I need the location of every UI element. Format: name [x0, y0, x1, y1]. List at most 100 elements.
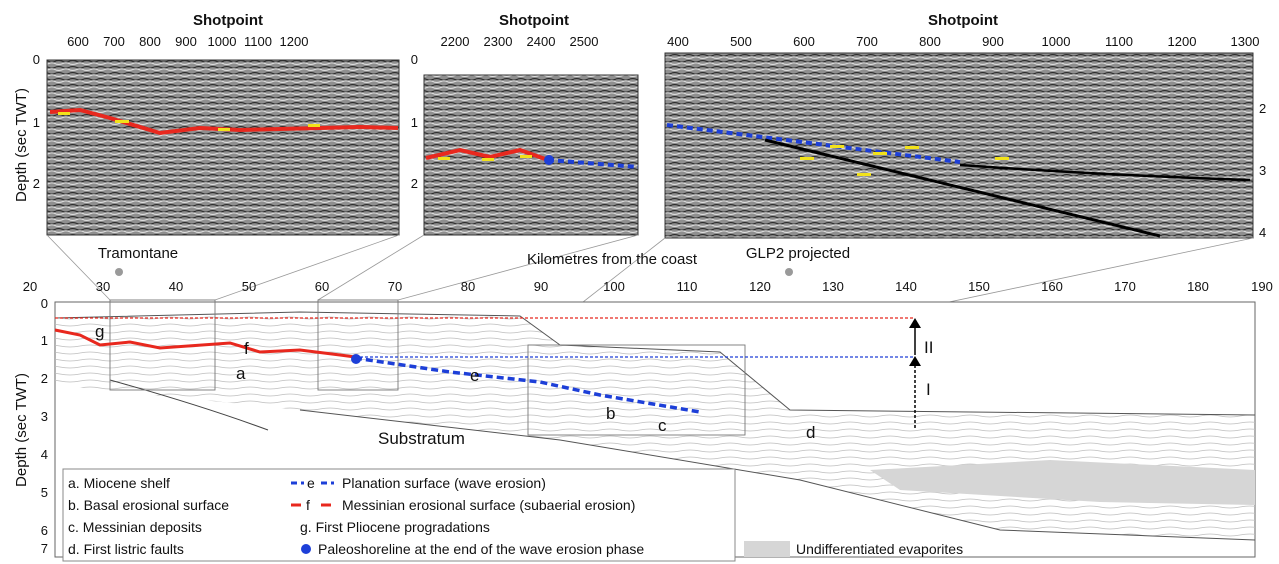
tick: 110: [677, 279, 698, 294]
panel2-y-ticks: 0 1 2: [411, 52, 418, 191]
legend-box: [62, 468, 736, 562]
well-glp2: GLP2 projected: [746, 245, 850, 262]
tick: 2300: [484, 34, 513, 49]
black-horizon-line: [959, 163, 1251, 182]
yellow-marks-2: [438, 155, 532, 161]
tick: 80: [461, 279, 475, 294]
legend-g: g. First Pliocene progradations: [300, 519, 490, 535]
legend-e: Planation surface (wave erosion): [342, 475, 546, 491]
tick: 100: [603, 279, 625, 294]
tick: 70: [388, 279, 402, 294]
tick: 150: [968, 279, 990, 294]
tick: 1100: [244, 34, 272, 49]
lower-y-ticks: 0 1 2 3 4 5 6 7: [41, 296, 48, 556]
seafloor-shelf: [54, 311, 561, 346]
tick: 160: [1041, 279, 1063, 294]
section-labels: g a f e b c d I II Substratum: [95, 322, 933, 448]
well-marker-icon: [115, 268, 123, 276]
paleoshoreline-dot-icon: [544, 155, 554, 165]
legend: a. Miocene shelf b. Basal erosional surf…: [68, 474, 963, 557]
tick: 700: [103, 34, 125, 49]
tick: 1200: [1168, 34, 1197, 49]
seismic-panel-1: [46, 59, 400, 236]
tick: 2: [1259, 101, 1266, 116]
panel1-x-ticks: 600 700 800 900 1000 1100 1200: [67, 34, 308, 49]
base-line: [299, 409, 1256, 541]
tick: 0: [33, 52, 40, 67]
legend-f-mark: f: [306, 497, 310, 513]
tick: 600: [67, 34, 89, 49]
tick: 7: [41, 541, 48, 556]
tick: 1100: [1105, 34, 1133, 49]
tick: 3: [41, 409, 48, 424]
tick: 190: [1251, 279, 1273, 294]
evaporites-region: [870, 460, 1255, 505]
messinian-erosional-surface: [54, 328, 356, 359]
tick: 600: [793, 34, 815, 49]
lower-x-ticks: 20 30 40 50 60 70 80 90 100 110 120 130 …: [23, 279, 1273, 294]
substratum-line: [109, 379, 269, 431]
legend-evap-swatch-icon: [744, 541, 790, 557]
legend-f-mark-bg: [304, 496, 316, 512]
label-e: e: [470, 366, 479, 385]
panel1-title: Shotpoint: [193, 12, 263, 29]
label-f: f: [244, 339, 249, 358]
panel2-title: Shotpoint: [499, 12, 569, 29]
tick: 1000: [208, 34, 237, 49]
tick: 140: [895, 279, 917, 294]
well-marker-icon: [785, 268, 793, 276]
tick: 4: [1259, 225, 1266, 240]
label-ii: II: [924, 338, 933, 357]
legend-b: b. Basal erosional surface: [68, 497, 229, 513]
tick: 4: [41, 447, 48, 462]
tick: 900: [175, 34, 197, 49]
tick: 50: [242, 279, 256, 294]
tick: 170: [1114, 279, 1136, 294]
tick: 1: [411, 115, 418, 130]
tick: 20: [23, 279, 37, 294]
tick: 1200: [280, 34, 309, 49]
tick: 5: [41, 485, 48, 500]
tick: 2400: [527, 34, 556, 49]
tick: 400: [667, 34, 689, 49]
blue-planation-line-2: [547, 158, 639, 169]
well-tramontane: Tramontane: [98, 245, 178, 262]
yellow-marks-3: [800, 145, 1009, 176]
tick: 120: [749, 279, 771, 294]
legend-dot-icon: [301, 544, 311, 554]
label-substratum: Substratum: [378, 429, 465, 448]
legend-e-mark-bg: [304, 474, 319, 490]
tick: 1: [33, 115, 40, 130]
tick: 800: [919, 34, 941, 49]
panel3-x-ticks: 400 500 600 700 800 900 1000 1100 1200 1…: [667, 34, 1259, 49]
tick: 6: [41, 523, 48, 538]
tick: 2500: [570, 34, 599, 49]
tick: 2: [41, 371, 48, 386]
tick: 0: [41, 296, 48, 311]
tick: 1300: [1231, 34, 1260, 49]
legend-d: d. First listric faults: [68, 541, 184, 557]
label-a: a: [236, 364, 246, 383]
arrow-up-icon: [909, 318, 921, 328]
panel3-y-ticks: 2 3 4: [1259, 101, 1266, 240]
label-b: b: [606, 404, 615, 423]
label-c: c: [658, 416, 667, 435]
upper-y-axis-label: Depth (sec TWT): [13, 88, 30, 202]
tick: 3: [1259, 163, 1266, 178]
legend-f: Messinian erosional surface (subaerial e…: [342, 497, 635, 513]
paleoshoreline-dot-icon: [351, 354, 361, 364]
tick: 500: [730, 34, 752, 49]
black-fault-line: [764, 138, 1161, 238]
tick: 90: [534, 279, 548, 294]
tick: 800: [139, 34, 161, 49]
tick: 900: [982, 34, 1004, 49]
label-g: g: [95, 322, 104, 341]
tick: 30: [96, 279, 110, 294]
arrow-up-icon: [909, 356, 921, 366]
tick: 40: [169, 279, 183, 294]
red-erosion-line-2: [425, 147, 549, 162]
legend-dot: Paleoshoreline at the end of the wave er…: [318, 541, 644, 557]
tick: 2: [411, 176, 418, 191]
legend-evap: Undifferentiated evaporites: [796, 541, 963, 557]
